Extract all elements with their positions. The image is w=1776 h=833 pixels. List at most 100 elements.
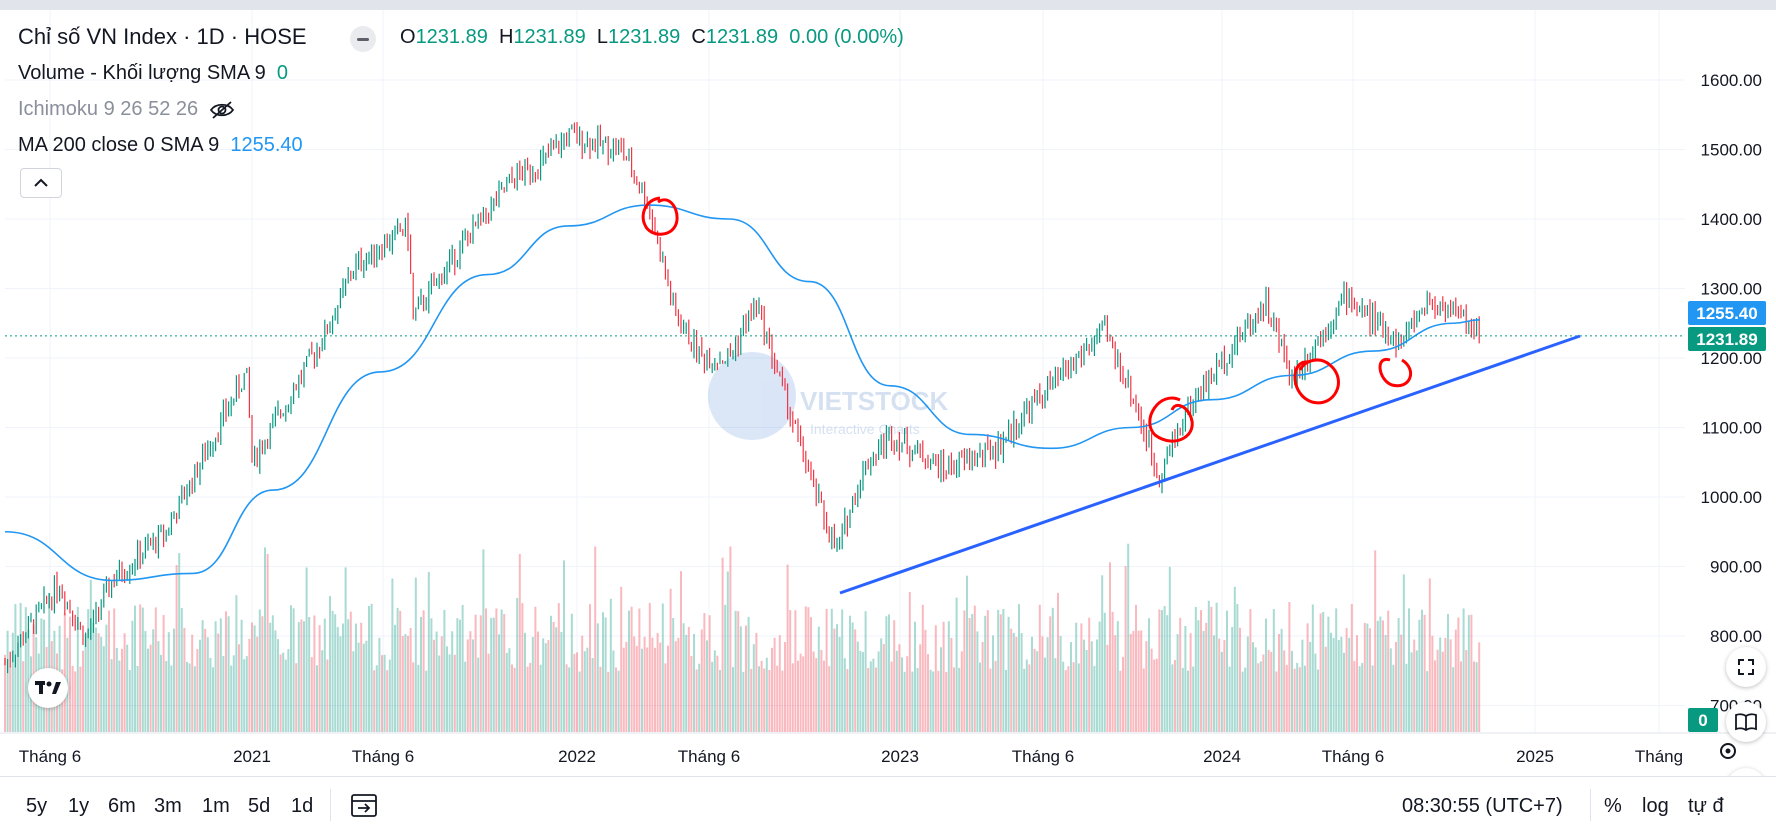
volume-bar xyxy=(378,637,381,732)
volume-bar xyxy=(1140,630,1143,732)
timeframe-3m[interactable]: 3m xyxy=(154,795,182,817)
volume-bar xyxy=(456,618,459,732)
volume-bar xyxy=(1275,671,1278,732)
markup-circle-2 xyxy=(1148,396,1194,443)
volume-bar xyxy=(1384,635,1387,732)
volume-bar xyxy=(1478,642,1481,732)
volume-bar xyxy=(713,650,716,732)
volume-bar xyxy=(100,636,103,732)
volume-bar xyxy=(360,622,363,732)
volume-bar xyxy=(305,567,308,732)
volume-bar xyxy=(209,657,212,732)
volume-bar xyxy=(396,607,399,732)
time-tick-label: Tháng 6 xyxy=(1012,747,1074,766)
ma-legend[interactable]: MA 200 close 0 SMA 9 1255.40 xyxy=(18,134,303,157)
volume-bar xyxy=(997,609,1000,732)
volume-bar xyxy=(225,611,227,732)
volume-bar xyxy=(836,624,838,732)
volume-bar xyxy=(890,661,893,732)
volume-bar xyxy=(908,591,911,732)
volume-bar xyxy=(1340,636,1343,732)
volume-bar xyxy=(1038,604,1041,732)
legend-menu-button[interactable] xyxy=(350,26,376,52)
percent-toggle[interactable]: % xyxy=(1604,795,1622,817)
trendline[interactable] xyxy=(839,334,1581,595)
volume-bar xyxy=(409,628,412,732)
volume-bar xyxy=(1439,637,1442,732)
timeframe-5d[interactable]: 5d xyxy=(248,795,271,817)
volume-bar xyxy=(1088,617,1091,732)
volume-bar xyxy=(1116,621,1119,732)
timeframe-1d[interactable]: 1d xyxy=(291,795,314,817)
collapse-legend-button[interactable] xyxy=(20,168,62,198)
timeframe-5y[interactable]: 5y xyxy=(26,795,48,817)
volume-bar xyxy=(1101,575,1104,732)
clock-time[interactable]: 08:30:55 (UTC+7) xyxy=(1402,795,1563,817)
auto-scale-toggle[interactable]: tự đ xyxy=(1688,795,1724,817)
price-axis[interactable]: 1600.00 1500.00 1400.00 1300.00 1200.00 1100.… xyxy=(1701,71,1762,716)
volume-bar xyxy=(1452,667,1455,732)
volume-bar xyxy=(1400,634,1403,732)
volume-bar xyxy=(1129,633,1132,732)
settings-gear[interactable] xyxy=(1717,740,1739,767)
volume-bar xyxy=(1233,586,1236,732)
log-toggle[interactable]: log xyxy=(1642,795,1669,817)
time-tick-label: 2023 xyxy=(881,747,919,766)
volume-bar xyxy=(911,671,914,732)
volume-bar xyxy=(349,611,352,732)
resize-icon xyxy=(1738,659,1754,675)
volume-bar xyxy=(459,619,461,732)
volume-bar xyxy=(1098,621,1101,732)
auto-fit-button[interactable] xyxy=(1726,647,1766,687)
volume-bar xyxy=(867,667,870,732)
low-label: L xyxy=(596,26,608,48)
ichimoku-legend[interactable]: Ichimoku 9 26 52 26 xyxy=(18,98,235,121)
volume-bar xyxy=(1207,600,1210,732)
date-range-button[interactable] xyxy=(349,791,379,824)
volume-bar xyxy=(479,615,482,732)
timeframe-6m[interactable]: 6m xyxy=(108,795,136,817)
volume-bar xyxy=(893,620,896,732)
volume-bar xyxy=(1252,642,1254,732)
volume-bar xyxy=(466,639,469,732)
volume-bar xyxy=(474,614,477,732)
volume-bar xyxy=(1135,604,1137,732)
volume-bar xyxy=(695,669,698,732)
symbol-title[interactable]: Chỉ số VN Index · 1D · HOSE xyxy=(18,24,307,49)
volume-bar xyxy=(677,637,680,732)
volume-bar xyxy=(586,647,589,732)
volume-bar xyxy=(206,637,209,732)
timeframe-1m[interactable]: 1m xyxy=(202,795,230,817)
volume-bar xyxy=(388,659,391,732)
volume-bar xyxy=(729,546,732,732)
time-axis[interactable]: Tháng 6 2021 Tháng 6 2022 Tháng 6 2023 Tháng 6… xyxy=(19,747,1683,766)
volume-legend[interactable]: Volume - Khối lượng SMA 9 0 xyxy=(18,62,288,85)
volume-bar xyxy=(914,621,916,732)
volume-bar xyxy=(758,666,760,732)
timeframe-1y[interactable]: 1y xyxy=(68,795,90,817)
volume-bar xyxy=(1181,667,1184,732)
volume-bar xyxy=(235,595,238,732)
eye-off-icon[interactable] xyxy=(209,100,235,120)
volume-bar xyxy=(1280,628,1283,732)
volume-bar xyxy=(973,605,976,732)
volume-bar xyxy=(773,637,776,732)
volume-bar xyxy=(1304,665,1306,732)
ohlc-values: O1231.89 H1231.89 L1231.89 C1231.89 0.00… xyxy=(400,26,904,49)
chart-area[interactable]: VIETSTOCK Interactive Charts 1600.00 1500… xyxy=(0,10,1776,775)
volume-bar xyxy=(648,602,651,732)
volume-bar xyxy=(687,626,690,732)
guide-button[interactable] xyxy=(1726,702,1766,742)
volume-bar xyxy=(11,632,14,732)
volume-bar xyxy=(331,610,334,732)
volume-bar xyxy=(1270,651,1273,732)
ma-200-line xyxy=(4,204,1481,582)
volume-bar xyxy=(191,634,194,732)
volume-bar xyxy=(1155,658,1158,732)
volume-bar xyxy=(115,647,118,732)
tradingview-logo[interactable] xyxy=(28,668,68,708)
time-tick-label: 2025 xyxy=(1516,747,1554,766)
price-chart[interactable]: VIETSTOCK Interactive Charts 1600.00 1500… xyxy=(0,10,1776,775)
volume-bar xyxy=(1215,602,1218,732)
volume-bar xyxy=(24,607,27,732)
